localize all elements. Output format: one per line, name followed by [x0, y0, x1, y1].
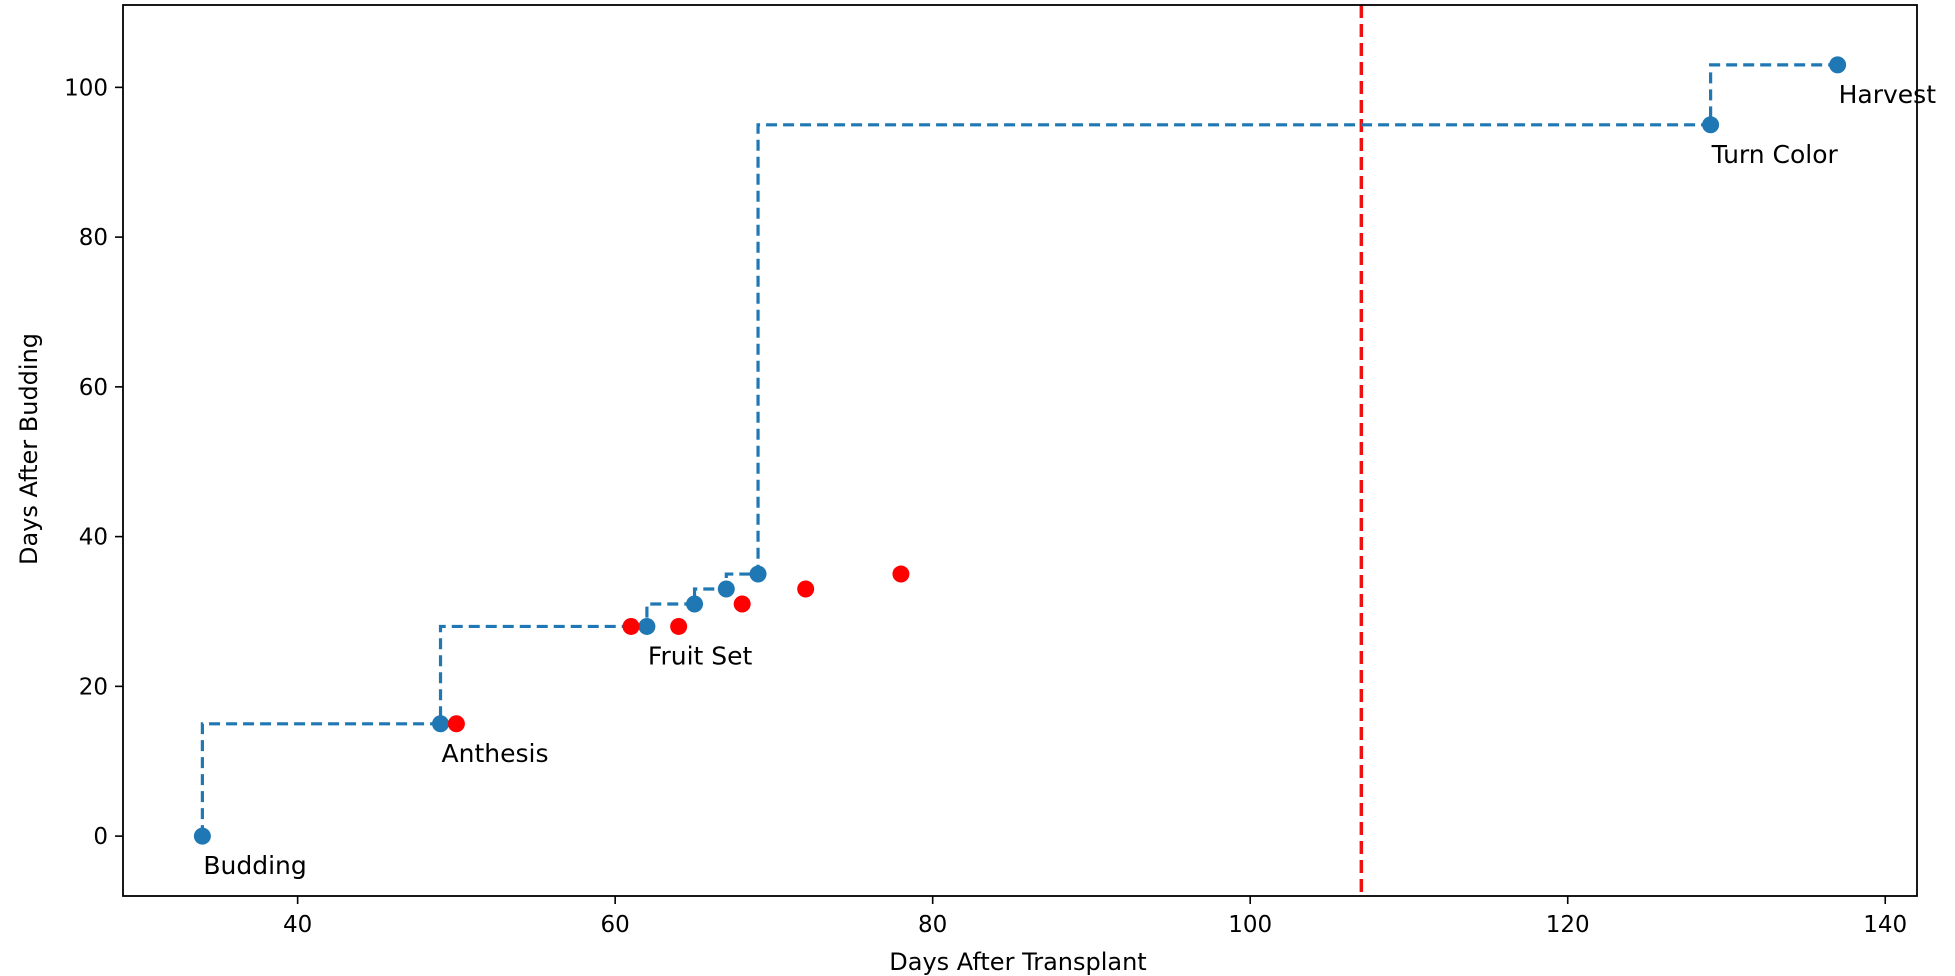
blue-point [193, 827, 211, 845]
y-axis-label: Days After Budding [15, 333, 43, 565]
y-tick-label: 60 [79, 375, 108, 401]
annotation-label: Fruit Set [648, 641, 753, 670]
red-point [670, 617, 688, 635]
annotation-label: Budding [203, 851, 306, 880]
annotation-label: Harvest [1839, 80, 1937, 109]
x-tick-label: 80 [918, 912, 947, 938]
x-axis-label: Days After Transplant [889, 948, 1146, 976]
red-point [447, 715, 465, 733]
x-tick-label: 140 [1863, 912, 1907, 938]
y-tick-label: 20 [79, 674, 108, 700]
plot-frame [122, 4, 1918, 897]
x-tick-label: 40 [283, 912, 312, 938]
blue-point [686, 595, 704, 613]
red-point [622, 617, 640, 635]
red-point [733, 595, 751, 613]
blue-point [717, 580, 735, 598]
blue-point [1829, 56, 1847, 74]
x-tick-label: 60 [601, 912, 630, 938]
y-tick-label: 80 [79, 225, 108, 251]
blue-point [749, 565, 767, 583]
x-tick-label: 100 [1228, 912, 1272, 938]
annotation-label: Anthesis [442, 739, 549, 768]
blue-point [638, 617, 656, 635]
annotation-label: Turn Color [1711, 140, 1839, 169]
y-tick-label: 0 [93, 824, 108, 850]
red-point [892, 565, 910, 583]
y-tick-label: 40 [79, 525, 108, 551]
stage-step-line [200, 63, 1838, 837]
y-tick-label: 100 [64, 75, 108, 101]
red-point [797, 580, 815, 598]
blue-point [432, 715, 450, 733]
x-tick-label: 120 [1546, 912, 1590, 938]
blue-point [1702, 116, 1720, 134]
